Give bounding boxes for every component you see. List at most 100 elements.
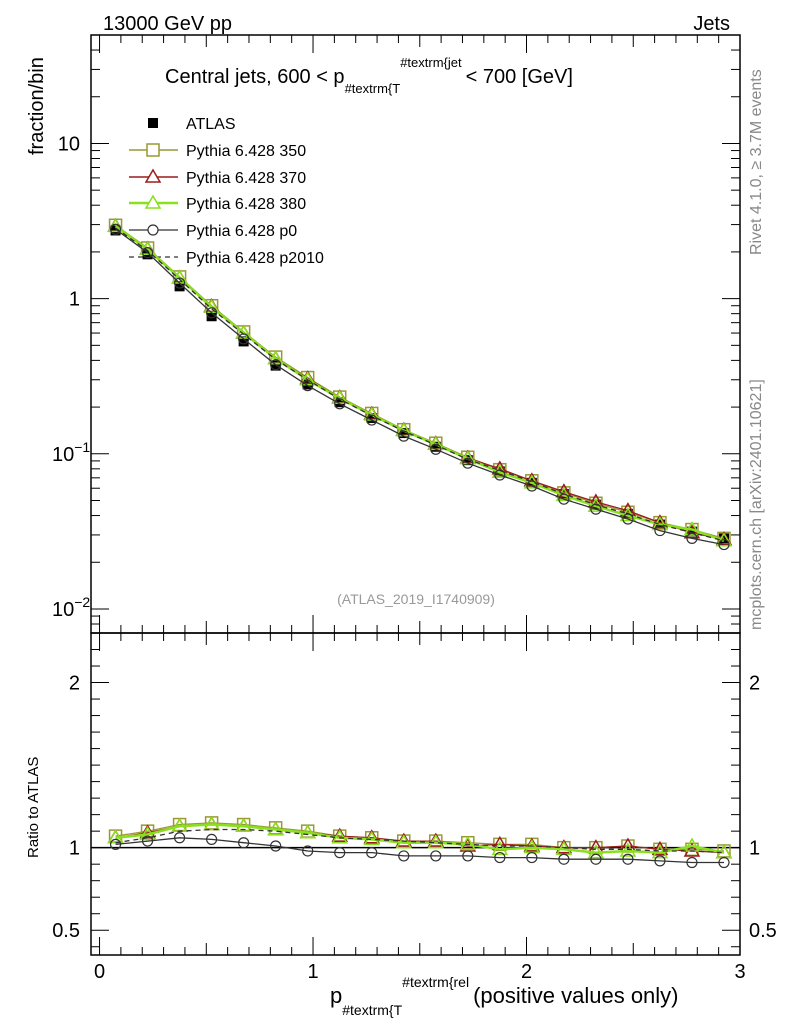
ratio-point-pythia-6-428-p0 — [622, 853, 634, 865]
ratio-point-pythia-6-428-380 — [491, 840, 509, 856]
main-point-pythia-6-428-p0 — [206, 307, 218, 319]
main-point-pythia-6-428-380 — [715, 532, 733, 547]
main-point-atlas — [366, 413, 377, 424]
ratio-y-tick-label: 0.5 — [52, 920, 80, 942]
ratio-series-line-pythia-6-428-380 — [115, 823, 725, 854]
ratio-point-pythia-6-428-p0 — [526, 851, 538, 864]
main-point-atlas — [238, 336, 249, 347]
legend-entry-350: Pythia 6.428 350 — [129, 143, 306, 160]
ratio-axis-ticks: 2 2 1 1 0.5 0.5 0 1 2 3 — [52, 633, 777, 983]
main-series-layer — [107, 217, 733, 551]
legend-marker-380 — [144, 194, 162, 209]
legend-label-350: Pythia 6.428 350 — [186, 143, 306, 160]
x-tick-label: 3 — [734, 961, 745, 983]
ratio-point-pythia-6-428-370 — [395, 832, 413, 847]
ratio-point-pythia-6-428-p0 — [430, 850, 442, 862]
ratio-point-pythia-6-428-380 — [363, 830, 381, 846]
ratio-point-pythia-6-428-p0 — [270, 840, 282, 852]
legend: ATLAS Pythia 6.428 350 Pythia 6.428 370 … — [129, 116, 324, 267]
ratio-point-pythia-6-428-p0 — [238, 837, 250, 849]
legend-marker-350 — [146, 143, 160, 157]
main-title: Central jets, 600 < p#textrm{T#textrm{je… — [165, 55, 573, 96]
ratio-point-pythia-6-428-370 — [139, 824, 156, 839]
ratio-point-pythia-6-428-p0 — [173, 832, 186, 844]
ratio-point-pythia-6-428-370 — [651, 840, 669, 856]
main-point-pythia-6-428-380 — [683, 521, 701, 536]
ratio-frame — [90, 632, 741, 956]
main-series-line-pythia-6-428-370 — [115, 225, 725, 541]
mcplots-label: mcplots.cern.ch [arXiv:2401.10621] — [748, 379, 765, 630]
ratio-point-pythia-6-428-p0 — [366, 847, 378, 859]
ratio-y-tick-label: 2 — [69, 673, 80, 695]
ratio-point-pythia-6-428-p0 — [718, 856, 730, 869]
ratio-point-pythia-6-428-370 — [683, 842, 701, 857]
ratio-point-pythia-6-428-p0 — [398, 850, 410, 862]
legend-entry-p0: Pythia 6.428 p0 — [129, 223, 297, 240]
ratio-point-pythia-6-428-p0 — [494, 851, 506, 864]
ratio-y-tick-label-right: 1 — [749, 838, 760, 860]
y-tick-label: 1 — [69, 289, 80, 311]
ratio-point-pythia-6-428-380 — [299, 824, 316, 839]
main-point-pythia-6-428-380 — [267, 350, 284, 365]
main-point-pythia-6-428-370 — [491, 460, 509, 475]
ratio-y-tick-label: 1 — [69, 838, 80, 860]
legend-entry-370: Pythia 6.428 370 — [129, 168, 306, 187]
main-point-pythia-6-428-p0 — [654, 524, 666, 537]
main-point-pythia-6-428-p0 — [526, 480, 538, 492]
legend-label-380: Pythia 6.428 380 — [186, 196, 306, 213]
main-point-atlas — [430, 441, 441, 452]
main-point-pythia-6-428-380 — [299, 371, 316, 386]
x-tick-label: 0 — [94, 961, 105, 983]
main-axis-ticks: 10 1 10−1 10−2 — [52, 34, 741, 634]
main-point-pythia-6-428-p0 — [462, 457, 474, 469]
main-point-pythia-6-428-p0 — [686, 532, 698, 544]
main-point-atlas — [270, 360, 281, 371]
ratio-series-layer — [107, 816, 733, 869]
main-series-line-pythia-6-428-350 — [115, 224, 725, 540]
y-tick-label: 10 — [58, 133, 80, 155]
main-point-pythia-6-428-p0 — [718, 538, 730, 551]
ratio-point-pythia-6-428-380 — [331, 829, 349, 844]
main-series-line-pythia-6-428-380 — [114, 225, 725, 542]
ratio-point-pythia-6-428-p0 — [590, 853, 602, 865]
ratio-point-pythia-6-428-p0 — [462, 850, 474, 862]
main-point-pythia-6-428-p0 — [141, 246, 154, 259]
main-point-atlas — [686, 526, 697, 537]
jets-label: Jets — [693, 13, 730, 35]
main-point-pythia-6-428-370 — [651, 514, 669, 529]
main-series-line-pythia-6-428-p0 — [115, 228, 725, 546]
main-point-pythia-6-428-p0 — [494, 469, 506, 481]
main-point-pythia-6-428-p0 — [173, 277, 186, 289]
ratio-point-pythia-6-428-380 — [395, 834, 413, 849]
main-point-pythia-6-428-p0 — [302, 380, 314, 392]
legend-entry-atlas: ATLAS — [148, 116, 236, 133]
ratio-series-line-pythia-6-428-p2010 — [115, 828, 725, 854]
ratio-point-pythia-6-428-380 — [235, 817, 252, 832]
legend-label-p0: Pythia 6.428 p0 — [186, 223, 297, 240]
rivet-label: Rivet 4.1.0, ≥ 3.7M events — [748, 69, 765, 255]
ratio-point-pythia-6-428-380 — [427, 834, 445, 849]
ratio-y-tick-label-right: 2 — [749, 673, 760, 695]
ratio-point-pythia-6-428-p0 — [686, 856, 698, 869]
main-point-pythia-6-428-p0 — [430, 443, 442, 455]
main-point-atlas — [398, 428, 409, 439]
ratio-point-pythia-6-428-370 — [427, 832, 445, 847]
ratio-point-pythia-6-428-370 — [523, 837, 541, 852]
legend-entry-380: Pythia 6.428 380 — [129, 194, 306, 213]
ratio-y-axis-label: Ratio to ATLAS — [25, 757, 42, 858]
ratio-point-pythia-6-428-p0 — [334, 847, 346, 859]
ratio-point-pythia-6-428-370 — [555, 839, 573, 854]
main-series-line-pythia-6-428-p2010 — [115, 227, 725, 542]
main-point-atlas — [174, 281, 185, 292]
main-point-pythia-6-428-380 — [555, 486, 573, 502]
ratio-y-tick-label-right: 0.5 — [749, 920, 777, 942]
legend-label-atlas: ATLAS — [186, 116, 236, 133]
x-tick-label: 2 — [521, 961, 532, 983]
ratio-point-pythia-6-428-p0 — [302, 845, 314, 857]
ratio-point-pythia-6-428-p0 — [109, 838, 122, 850]
ratio-point-pythia-6-428-380 — [107, 829, 124, 844]
legend-marker-p0 — [147, 224, 159, 236]
energy-label: 13000 GeV pp — [103, 13, 232, 35]
ratio-point-pythia-6-428-p0 — [141, 835, 154, 847]
